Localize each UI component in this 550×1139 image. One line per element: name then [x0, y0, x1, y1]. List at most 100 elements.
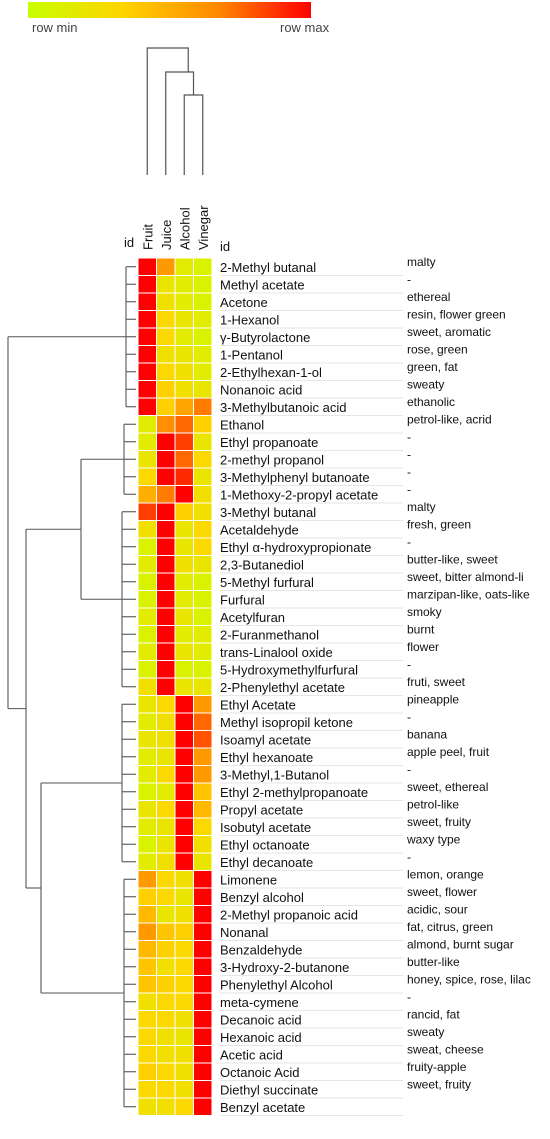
- heatmap-cell: [156, 450, 176, 469]
- heatmap-cell: [193, 782, 213, 801]
- row-label: Acetaldehyde: [220, 522, 299, 537]
- odor-descriptor: fruti, sweet: [407, 675, 466, 689]
- odor-descriptor-labels: malty - ethereal resin, flower green sweet, …: [406, 255, 531, 1092]
- row-label: Furfural: [220, 592, 265, 607]
- odor-descriptor: sweaty: [407, 1025, 444, 1039]
- heatmap-cell: [174, 555, 194, 574]
- heatmap-cell: [174, 1080, 194, 1099]
- heatmap-cell: [193, 450, 213, 469]
- heatmap-cell: [156, 905, 176, 924]
- heatmap-cell: [156, 415, 176, 434]
- row-label: 3-Methyl,1-Butanol: [220, 767, 329, 782]
- row-label: Diethyl succinate: [220, 1082, 318, 1097]
- odor-descriptor: -: [407, 447, 411, 461]
- legend-max-label: row max: [280, 20, 330, 35]
- heatmap-cell: [156, 275, 176, 294]
- heatmap-cell: [193, 870, 213, 889]
- heatmap-cell: [174, 1045, 194, 1064]
- heatmap-cell: [193, 467, 213, 486]
- heatmap-cell: [174, 380, 194, 399]
- heatmap-cell: [174, 905, 194, 924]
- heatmap-cell: [137, 467, 157, 486]
- heatmap-cell: [174, 730, 194, 749]
- heatmap-cell: [174, 957, 194, 976]
- row-label: Isoamyl acetate: [220, 732, 311, 747]
- heatmap-cell: [193, 765, 213, 784]
- heatmap-cell: [193, 677, 213, 696]
- heatmap-cell: [174, 800, 194, 819]
- heatmap-cell: [174, 415, 194, 434]
- odor-descriptor: petrol-like, acrid: [407, 412, 492, 426]
- row-label: Octanoic Acid: [220, 1065, 300, 1080]
- heatmap-cell: [174, 257, 194, 276]
- heatmap-cell: [137, 800, 157, 819]
- heatmap-cell: [137, 747, 157, 766]
- heatmap-cell: [193, 590, 213, 609]
- heatmap-cell: [193, 1062, 213, 1081]
- row-label: 2-Phenylethyl acetate: [220, 680, 345, 695]
- odor-descriptor: rancid, fat: [407, 1007, 460, 1021]
- heatmap-cell: [193, 642, 213, 661]
- heatmap-cell: [137, 642, 157, 661]
- heatmap-cell: [137, 1097, 157, 1116]
- heatmap-cell: [193, 852, 213, 871]
- odor-descriptor: -: [407, 990, 411, 1004]
- heatmap-cell: [156, 1097, 176, 1116]
- heatmap-cell: [156, 642, 176, 661]
- heatmap-cell: [193, 940, 213, 959]
- heatmap-cell: [156, 852, 176, 871]
- heatmap-cell: [137, 450, 157, 469]
- heatmap-cell: [174, 747, 194, 766]
- heatmap-cell: [193, 1010, 213, 1029]
- heatmap-cell: [137, 957, 157, 976]
- odor-descriptor: -: [407, 430, 411, 444]
- row-label: Acetylfuran: [220, 610, 285, 625]
- row-label: Acetone: [220, 295, 268, 310]
- heatmap-cell: [156, 782, 176, 801]
- row-label: Limonene: [220, 872, 277, 887]
- heatmap-cell: [156, 502, 176, 521]
- heatmap-cell: [174, 590, 194, 609]
- heatmap-cell: [174, 677, 194, 696]
- heatmap-cell: [137, 432, 157, 451]
- row-label: Ethyl decanoate: [220, 855, 313, 870]
- column-dendrogram: [146, 47, 204, 175]
- row-label: 2-Furanmethanol: [220, 627, 319, 642]
- heatmap-cell: [174, 695, 194, 714]
- row-label: Nonanoic acid: [220, 382, 302, 397]
- heatmap-cell: [174, 275, 194, 294]
- heatmap-cell: [193, 502, 213, 521]
- odor-descriptor: sweat, cheese: [407, 1042, 484, 1056]
- row-label: 2-Methyl butanal: [220, 260, 316, 275]
- heatmap-cell: [174, 642, 194, 661]
- row-label: Ethyl α-hydroxypropionate: [220, 540, 371, 555]
- heatmap-cell: [156, 1010, 176, 1029]
- heatmap-cell: [137, 292, 157, 311]
- odor-descriptor: burnt: [407, 622, 435, 636]
- odor-descriptor: banana: [407, 727, 447, 741]
- odor-descriptor: green, fat: [407, 360, 458, 374]
- row-label: Hexanoic acid: [220, 1030, 302, 1045]
- heatmap-cell: [174, 817, 194, 836]
- odor-descriptor: -: [407, 465, 411, 479]
- heatmap-cell: [156, 625, 176, 644]
- heatmap-cell: [174, 1010, 194, 1029]
- odor-descriptor: ethanolic: [407, 395, 455, 409]
- odor-descriptor: sweet, bitter almond-li: [407, 570, 524, 584]
- heatmap-cell: [193, 1080, 213, 1099]
- odor-descriptor: butter-like: [407, 955, 460, 969]
- heatmap-cell: [193, 800, 213, 819]
- odor-descriptor: rose, green: [407, 342, 468, 356]
- heatmap-cell: [174, 1027, 194, 1046]
- row-label: 3-Methylphenyl butanoate: [220, 470, 370, 485]
- row-label: Propyl acetate: [220, 802, 303, 817]
- odor-descriptor: smoky: [407, 605, 442, 619]
- heatmap-cell: [193, 345, 213, 364]
- heatmap-cell: [156, 485, 176, 504]
- odor-descriptor: marzipan-like, oats-like: [407, 587, 530, 601]
- heatmap-cell: [174, 765, 194, 784]
- heatmap-cell: [193, 432, 213, 451]
- row-label: Nonanal: [220, 925, 269, 940]
- odor-descriptor: -: [407, 482, 411, 496]
